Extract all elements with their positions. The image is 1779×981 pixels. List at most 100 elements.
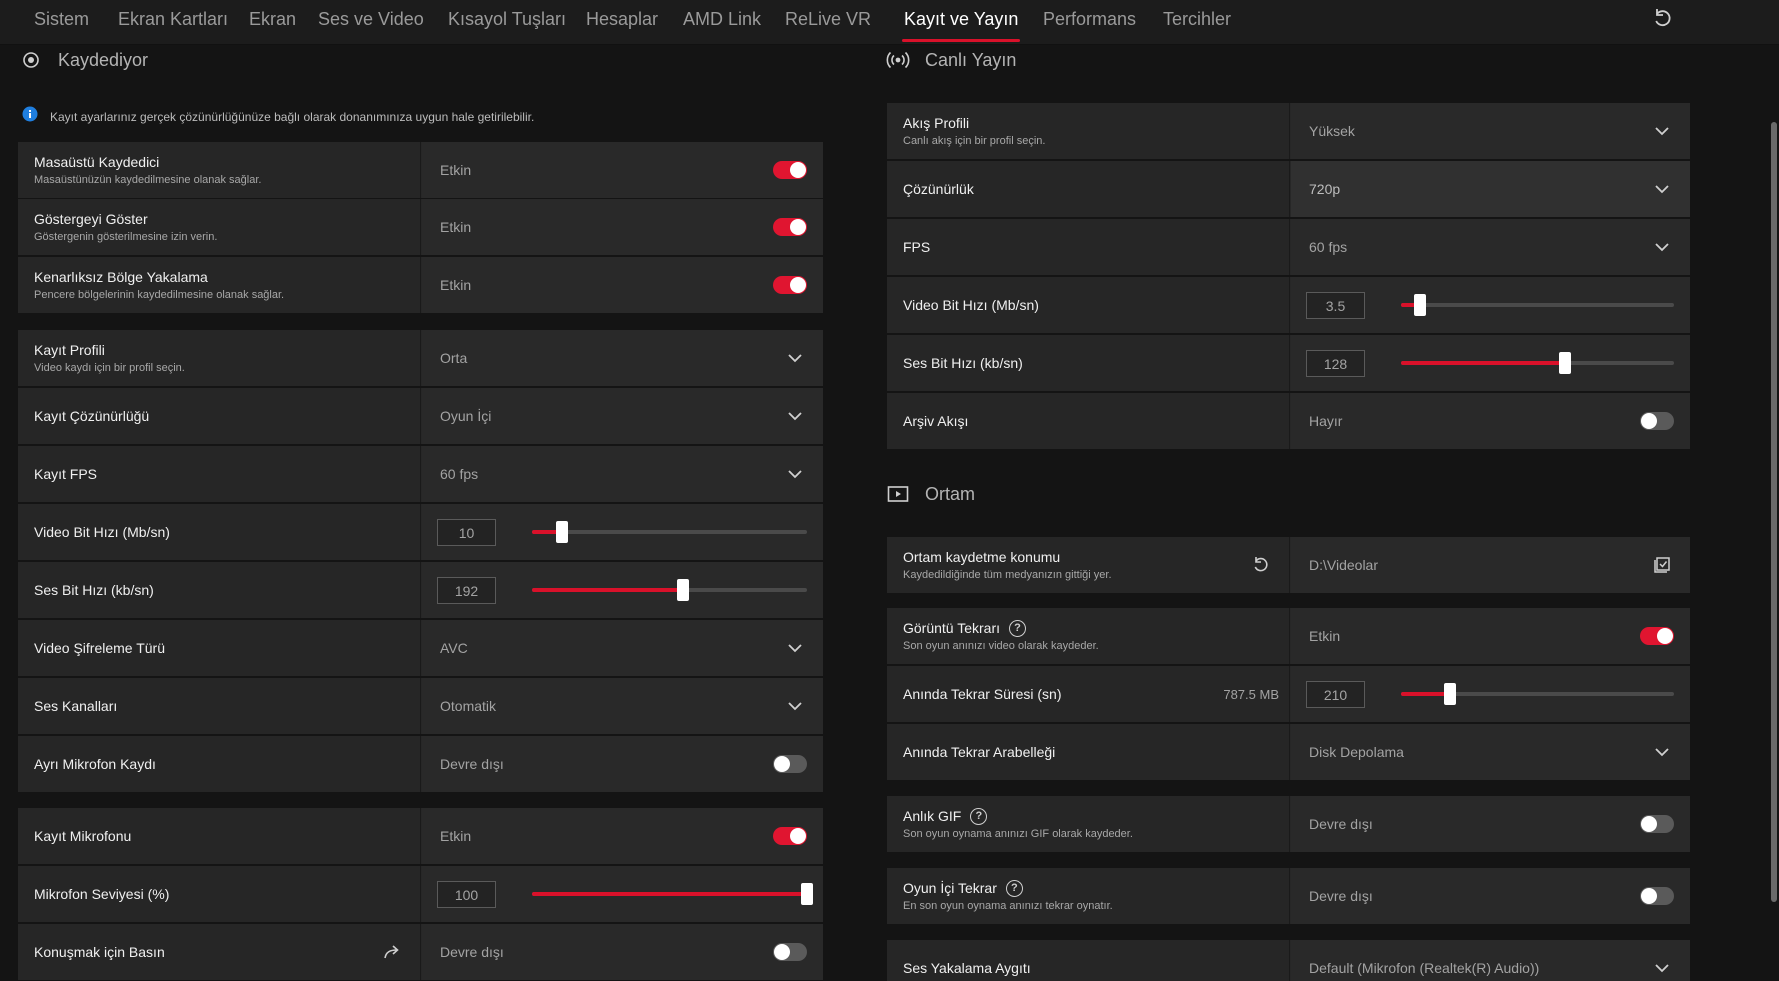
toggle-switch[interactable] bbox=[1640, 412, 1674, 430]
toggle-switch[interactable] bbox=[1640, 887, 1674, 905]
value-slider[interactable] bbox=[532, 579, 807, 601]
chevron-down-icon[interactable] bbox=[1654, 744, 1670, 760]
chevron-down-icon[interactable] bbox=[787, 408, 803, 424]
toggle-switch[interactable] bbox=[773, 161, 807, 179]
tab-hesaplar[interactable]: Hesaplar bbox=[586, 9, 659, 29]
chevron-down-icon[interactable] bbox=[787, 698, 803, 714]
dropdown-selected-value: AVC bbox=[440, 640, 468, 656]
setting-value-cell[interactable]: Yüksek bbox=[1291, 103, 1690, 159]
setting-label: Mikrofon Seviyesi (%) bbox=[34, 885, 420, 903]
slider-fill bbox=[532, 530, 563, 534]
setting-value-cell[interactable]: Otomatik bbox=[422, 678, 823, 734]
setting-row-kenarliksiz-bolge-yakalama: Kenarlıksız Bölge Yakalama Pencere bölgel… bbox=[18, 257, 823, 313]
chevron-down-icon[interactable] bbox=[787, 640, 803, 656]
toggle-switch[interactable] bbox=[773, 827, 807, 845]
setting-label: Ayrı Mikrofon Kaydı bbox=[34, 755, 420, 773]
value-input[interactable]: 210 bbox=[1306, 681, 1365, 708]
setting-value-cell[interactable]: Orta bbox=[422, 330, 823, 386]
chevron-down-icon[interactable] bbox=[1654, 123, 1670, 139]
setting-value: Etkin bbox=[440, 219, 472, 235]
value-slider[interactable] bbox=[532, 883, 813, 905]
chevron-down-icon[interactable] bbox=[1654, 181, 1670, 197]
slider-fill bbox=[532, 588, 684, 592]
setting-value-cell[interactable]: Disk Depolama bbox=[1291, 724, 1690, 780]
slider-thumb[interactable] bbox=[801, 883, 813, 905]
scrollbar[interactable] bbox=[1771, 122, 1777, 902]
value-slider[interactable] bbox=[1401, 294, 1674, 316]
setting-value-cell[interactable]: 60 fps bbox=[422, 446, 823, 502]
dropdown-selected-value: 720p bbox=[1309, 181, 1341, 197]
toggle-switch[interactable] bbox=[1640, 815, 1674, 833]
reset-icon[interactable] bbox=[1251, 555, 1271, 575]
setting-row-mikrofon-seviyesi: Mikrofon Seviyesi (%) 100 bbox=[18, 866, 823, 922]
folder-select-icon[interactable] bbox=[1652, 555, 1672, 575]
chevron-down-icon[interactable] bbox=[1654, 239, 1670, 255]
value-input[interactable]: 100 bbox=[437, 881, 496, 908]
slider-thumb[interactable] bbox=[677, 579, 690, 601]
setting-description: Canlı akış için bir profil seçin. bbox=[903, 135, 1046, 147]
setting-row-kayit-mikrofonu: Kayıt Mikrofonu Etkin bbox=[18, 808, 823, 864]
setting-label: Kayıt Çözünürlüğü bbox=[34, 407, 420, 425]
slider-fill bbox=[1401, 692, 1451, 696]
toggle-switch[interactable] bbox=[773, 943, 807, 961]
setting-value-cell[interactable]: AVC bbox=[422, 620, 823, 676]
tab-ekran-kartlari[interactable]: Ekran Kartları bbox=[118, 9, 229, 29]
toggle-switch[interactable] bbox=[1640, 627, 1674, 645]
tab-tercihler[interactable]: Tercihler bbox=[1163, 9, 1232, 29]
setting-label: Akış Profili bbox=[903, 114, 1289, 132]
slider-thumb[interactable] bbox=[1444, 683, 1457, 705]
toggle-knob bbox=[790, 828, 806, 844]
help-icon[interactable]: ? bbox=[1005, 879, 1023, 897]
value-input[interactable]: 192 bbox=[437, 577, 496, 604]
tab-amd-link[interactable]: AMD Link bbox=[683, 9, 762, 29]
tab-sistem[interactable]: Sistem bbox=[34, 9, 90, 29]
tab-relive-vr[interactable]: ReLive VR bbox=[785, 9, 872, 29]
setting-row-ses-bit-hizi-kb-sn: Ses Bit Hızı (kb/sn) 192 bbox=[18, 562, 823, 618]
value-input[interactable]: 3.5 bbox=[1306, 292, 1365, 319]
media-section-header: Ortam bbox=[885, 479, 975, 509]
help-icon[interactable]: ? bbox=[1009, 619, 1027, 637]
value-slider[interactable] bbox=[1401, 352, 1674, 374]
setting-row-arsiv-akisi: Arşiv Akışı Hayır bbox=[887, 393, 1690, 449]
value-slider[interactable] bbox=[1401, 683, 1674, 705]
setting-row-video-sifreleme-turu: Video Şifreleme Türü AVC bbox=[18, 620, 823, 676]
chevron-down-icon[interactable] bbox=[787, 466, 803, 482]
value-input[interactable]: 10 bbox=[437, 519, 496, 546]
top-navigation: Sistem Ekran Kartları Ekran Ses ve Video Kıs… bbox=[0, 0, 1779, 45]
setting-value: Devre dışı bbox=[1309, 816, 1373, 832]
chevron-down-icon[interactable] bbox=[1654, 960, 1670, 976]
slider-thumb[interactable] bbox=[556, 521, 569, 543]
tab-ekran[interactable]: Ekran bbox=[249, 9, 297, 29]
toggle-switch[interactable] bbox=[773, 755, 807, 773]
setting-description: Video kaydı için bir profil seçin. bbox=[34, 362, 185, 374]
toggle-switch[interactable] bbox=[773, 276, 807, 294]
setting-value-cell[interactable]: 720p bbox=[1291, 161, 1690, 217]
setting-value-cell[interactable]: Default (Mikrofon (Realtek(R) Audio)) bbox=[1291, 940, 1690, 981]
chevron-down-icon[interactable] bbox=[787, 350, 803, 366]
tab-ses-ve-video[interactable]: Ses ve Video bbox=[318, 9, 424, 29]
redirect-arrow-icon[interactable] bbox=[382, 942, 402, 962]
slider-thumb[interactable] bbox=[1414, 294, 1427, 316]
setting-value-cell[interactable]: 60 fps bbox=[1291, 219, 1690, 275]
setting-label: Çözünürlük bbox=[903, 180, 1289, 198]
setting-label: Video Bit Hızı (Mb/sn) bbox=[34, 523, 420, 541]
setting-value-cell[interactable]: Oyun İçi bbox=[422, 388, 823, 444]
toggle-switch[interactable] bbox=[773, 218, 807, 236]
value-input[interactable]: 128 bbox=[1306, 350, 1365, 377]
setting-label: Ses Bit Hızı (kb/sn) bbox=[903, 354, 1289, 372]
slider-fill bbox=[532, 892, 807, 896]
setting-value: Devre dışı bbox=[1309, 888, 1373, 904]
help-icon[interactable]: ? bbox=[970, 807, 988, 825]
tab-kisayol-tuslari[interactable]: Kısayol Tuşları bbox=[448, 9, 567, 29]
value-slider[interactable] bbox=[532, 521, 807, 543]
tab-kayit-ve-yayin[interactable]: Kayıt ve Yayın bbox=[901, 0, 1021, 42]
reset-icon[interactable] bbox=[1650, 6, 1676, 32]
setting-label-cell: Kayıt FPS bbox=[18, 446, 421, 502]
tab-performans[interactable]: Performans bbox=[1043, 9, 1137, 29]
setting-value-cell: Etkin bbox=[422, 142, 823, 198]
setting-label-cell: Masaüstü Kaydedici Masaüstünüzün kaydedil… bbox=[18, 142, 421, 198]
slider-thumb[interactable] bbox=[1558, 352, 1571, 374]
setting-row-ses-kanallari: Ses Kanalları Otomatik bbox=[18, 678, 823, 734]
setting-value-cell: 100 bbox=[422, 866, 823, 922]
